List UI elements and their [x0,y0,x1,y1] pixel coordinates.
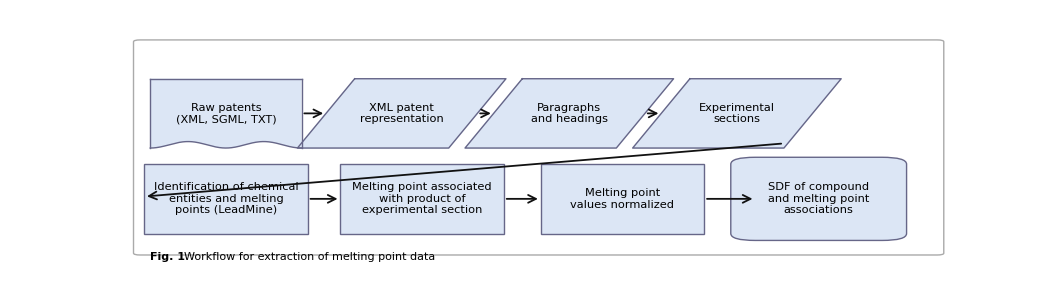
Polygon shape [298,79,506,148]
Polygon shape [465,79,673,148]
Text: XML patent
representation: XML patent representation [360,103,443,124]
Text: Workflow for extraction of melting point data: Workflow for extraction of melting point… [177,252,435,262]
Polygon shape [633,79,841,148]
Text: Fig. 1: Fig. 1 [150,252,185,262]
FancyBboxPatch shape [145,164,308,233]
Text: Paragraphs
and headings: Paragraphs and headings [531,103,608,124]
Text: Raw patents
(XML, SGML, TXT): Raw patents (XML, SGML, TXT) [175,103,276,124]
Text: Melting point
values normalized: Melting point values normalized [571,188,674,210]
Text: Identification of chemical
entities and melting
points (LeadMine): Identification of chemical entities and … [154,182,299,215]
Text: Melting point associated
with product of
experimental section: Melting point associated with product of… [352,182,492,215]
FancyBboxPatch shape [341,164,504,233]
FancyBboxPatch shape [134,40,944,255]
Polygon shape [150,79,302,148]
FancyBboxPatch shape [731,157,906,240]
Text: Experimental
sections: Experimental sections [698,103,775,124]
Text: SDF of compound
and melting point
associations: SDF of compound and melting point associ… [768,182,869,215]
FancyBboxPatch shape [541,164,705,233]
